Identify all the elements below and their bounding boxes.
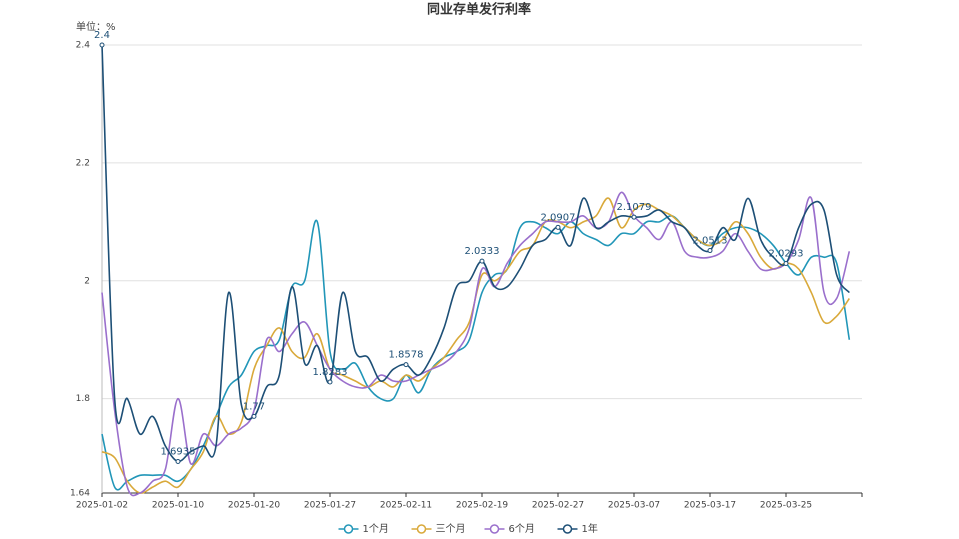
x-tick-label: 2025-01-10	[152, 501, 205, 511]
y-tick-label: 1.64	[70, 489, 90, 499]
data-point	[99, 42, 105, 48]
data-label: 2.1079	[617, 202, 652, 213]
legend-marker	[343, 524, 354, 534]
data-point	[251, 413, 257, 419]
data-point	[783, 261, 789, 267]
legend-marker	[562, 524, 573, 534]
data-point	[707, 248, 713, 254]
legend-label: 6个月	[509, 523, 535, 535]
y-tick-label: 2	[84, 276, 90, 286]
x-tick-label: 2025-02-27	[532, 501, 584, 511]
series-line	[101, 191, 851, 497]
legend-label: 1个月	[363, 523, 389, 535]
y-tick-label: 2.2	[76, 158, 90, 168]
data-point	[631, 214, 637, 220]
legend-label: 1年	[582, 522, 598, 535]
data-point	[175, 458, 181, 464]
x-tick-label: 2025-03-07	[608, 501, 660, 511]
x-tick-label: 2025-01-02	[76, 501, 128, 511]
data-label: 2.0333	[465, 246, 500, 257]
data-point	[327, 379, 333, 385]
data-label: 2.4	[94, 30, 110, 41]
data-label: 2.0513	[693, 236, 728, 247]
y-tick-label: 2.4	[76, 41, 91, 51]
x-tick-label: 2025-03-25	[760, 501, 812, 511]
unit-label: 单位：%	[76, 20, 116, 33]
data-point	[555, 224, 561, 230]
legend-label: 三个月	[436, 523, 466, 535]
data-label: 1.8578	[389, 350, 424, 361]
data-label: 1.6935	[161, 446, 196, 457]
x-tick-label: 2025-02-11	[380, 501, 432, 511]
data-label: 2.0293	[769, 249, 804, 260]
data-point	[403, 362, 409, 368]
data-point	[479, 258, 485, 264]
x-tick-label: 2025-03-17	[684, 501, 736, 511]
series-line	[101, 215, 851, 491]
series-line	[101, 44, 850, 463]
legend-marker	[416, 524, 427, 534]
data-label: 2.0907	[541, 212, 576, 223]
x-tick-label: 2025-02-19	[456, 501, 509, 511]
legend-marker	[489, 524, 500, 534]
x-tick-label: 2025-01-27	[304, 501, 356, 511]
chart-title: 同业存单发行利率	[427, 2, 531, 18]
data-label: 1.8283	[313, 367, 348, 378]
x-tick-label: 2025-01-20	[228, 501, 281, 511]
data-label: 1.77	[243, 401, 265, 412]
y-tick-label: 1.8	[76, 394, 91, 404]
series-line	[101, 197, 850, 494]
